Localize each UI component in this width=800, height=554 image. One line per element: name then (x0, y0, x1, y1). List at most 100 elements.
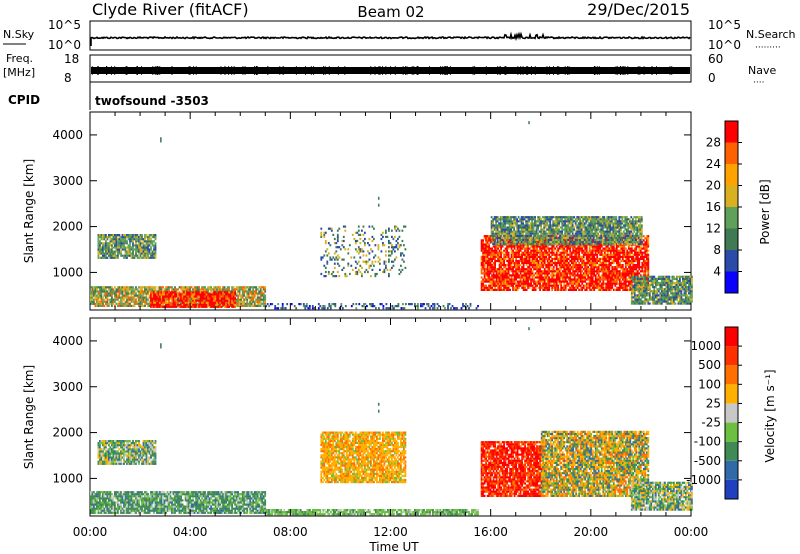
range-cell (624, 288, 627, 291)
range-cell (157, 305, 160, 308)
range-cell (162, 291, 164, 294)
range-cell (620, 286, 623, 289)
range-cell (243, 300, 246, 303)
range-cell (154, 246, 157, 249)
range-cell (117, 240, 119, 243)
range-cell (504, 266, 507, 269)
range-cell (638, 249, 641, 252)
range-cell (217, 301, 220, 304)
range-cell (593, 272, 596, 275)
range-cell (539, 255, 541, 258)
range-cell (117, 304, 119, 307)
range-cell (129, 250, 131, 253)
range-cell (579, 284, 582, 287)
range-cell (513, 280, 516, 283)
range-cell (567, 272, 570, 275)
range-cell (115, 296, 118, 299)
range-cell (603, 276, 606, 279)
range-cell (633, 264, 636, 267)
range-cell (515, 255, 517, 258)
range-cell (578, 255, 581, 258)
range-cell (198, 297, 200, 300)
range-cell (639, 245, 642, 248)
range-cell (118, 242, 121, 245)
range-cell (543, 284, 546, 287)
range-cell (121, 238, 124, 241)
range-cell (120, 296, 122, 299)
range-cell (139, 250, 142, 253)
range-cell (561, 288, 564, 291)
range-cell (327, 242, 330, 245)
range-cell (539, 257, 541, 260)
range-cell (512, 284, 514, 287)
range-cell (482, 264, 484, 267)
range-cell (335, 258, 338, 261)
range-cell (644, 270, 647, 273)
range-cell (569, 288, 572, 291)
range-cell (344, 229, 347, 232)
range-cell (261, 290, 264, 293)
range-cell (90, 296, 92, 299)
range-cell (213, 305, 215, 308)
range-cell (132, 240, 134, 243)
range-cell (229, 301, 232, 304)
range-cell (552, 245, 555, 248)
range-cell (498, 249, 501, 252)
range-cell (566, 264, 569, 267)
range-cell (555, 257, 558, 260)
range-cell (551, 284, 554, 287)
range-cell (573, 274, 576, 277)
range-cell (599, 257, 602, 260)
range-cell (238, 300, 241, 303)
range-cell (594, 284, 597, 287)
range-cell (195, 293, 197, 296)
range-cell (252, 290, 255, 293)
range-cell (563, 249, 566, 252)
range-cell (605, 268, 608, 271)
range-cell (498, 270, 501, 273)
range-cell (488, 288, 490, 291)
range-cell (114, 240, 116, 243)
range-cell (534, 261, 537, 265)
range-cell (585, 278, 588, 281)
range-cell (466, 305, 469, 308)
range-cell (237, 304, 239, 307)
range-cell (497, 270, 499, 273)
nave-tick-top: 60 (708, 52, 723, 66)
range-cell (135, 294, 137, 297)
range-cell (398, 229, 401, 232)
range-cell (608, 249, 611, 252)
range-cell (175, 293, 178, 296)
range-cell (605, 282, 608, 285)
range-cell (528, 266, 531, 269)
range-cell (546, 280, 549, 283)
range-cell (570, 261, 573, 265)
range-cell (560, 251, 563, 254)
range-cell (111, 234, 113, 237)
range-cell (165, 303, 167, 306)
range-cell (576, 255, 579, 258)
range-cell (605, 249, 608, 252)
range-cell (374, 275, 377, 278)
range-cell (94, 288, 97, 291)
range-cell (504, 270, 507, 273)
range-cell (139, 246, 142, 249)
range-cell (261, 292, 264, 295)
range-cell (590, 270, 593, 273)
range-cell (124, 256, 127, 259)
range-cell (545, 253, 548, 256)
range-cell (120, 302, 122, 305)
range-cell (576, 286, 579, 289)
range-cell (490, 230, 493, 233)
range-cell (528, 239, 531, 242)
range-cell (112, 238, 115, 241)
range-cell (629, 282, 632, 285)
range-cell (582, 268, 585, 271)
range-cell (566, 284, 569, 287)
range-cell (528, 282, 531, 285)
range-cell (365, 262, 368, 265)
range-cell (178, 286, 181, 289)
range-cell (495, 224, 497, 227)
range-cell (211, 293, 214, 296)
nsky-trace (90, 31, 691, 46)
